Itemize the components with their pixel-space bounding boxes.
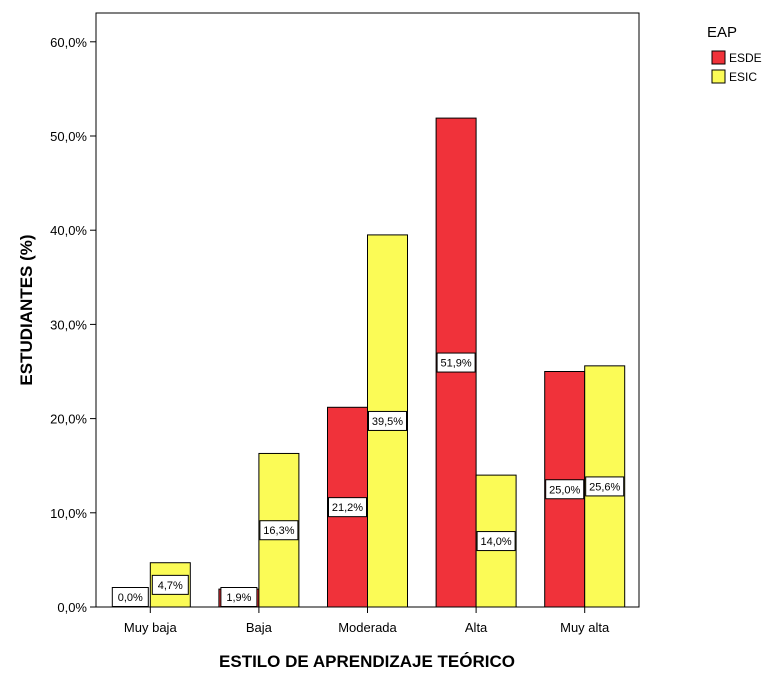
data-label-box bbox=[545, 479, 585, 500]
data-label-box bbox=[151, 574, 189, 595]
x-tick-label: Baja bbox=[246, 620, 273, 635]
data-label-text: 39,5% bbox=[372, 416, 403, 428]
data-label-text: 51,9% bbox=[440, 358, 471, 370]
data-label-text: 0,0% bbox=[118, 592, 143, 604]
y-tick-label: 20,0% bbox=[50, 412, 87, 427]
x-tick-label: Muy alta bbox=[560, 620, 610, 635]
data-label: 25,0% bbox=[545, 479, 585, 500]
y-axis-title: ESTUDIANTES (%) bbox=[17, 234, 36, 385]
x-axis-title: ESTILO DE APRENDIZAJE TEÓRICO bbox=[219, 652, 515, 671]
legend-swatch-esde bbox=[711, 50, 726, 65]
y-tick-label: 40,0% bbox=[50, 223, 87, 238]
data-label: 21,2% bbox=[328, 497, 367, 518]
data-label: 25,6% bbox=[585, 476, 625, 497]
legend-label-esde: ESDE bbox=[729, 51, 762, 65]
x-tick-label: Muy baja bbox=[124, 620, 178, 635]
data-label: 51,9% bbox=[436, 352, 476, 373]
y-tick-label: 30,0% bbox=[50, 317, 87, 332]
y-tick-label: 50,0% bbox=[50, 129, 87, 144]
data-label-text: 25,0% bbox=[549, 484, 580, 496]
x-axis: Muy baja Baja Moderada Alta Muy alta bbox=[124, 607, 610, 635]
data-label-text: 25,6% bbox=[589, 481, 620, 493]
legend-label-esic: ESIC bbox=[729, 70, 757, 84]
legend-item-esic: ESIC bbox=[711, 69, 757, 84]
data-label-box bbox=[328, 497, 367, 518]
data-label-text: 4,7% bbox=[158, 580, 183, 592]
data-label: 39,5% bbox=[368, 410, 407, 431]
y-tick-label: 60,0% bbox=[50, 35, 87, 50]
data-label-text: 1,9% bbox=[226, 592, 251, 604]
data-label-box bbox=[259, 520, 299, 541]
plot-area: 0,0% 10,0% 20,0% 30,0% 40,0% 50,0% 60,0% Muy b… bbox=[50, 12, 640, 635]
legend-item-esde: ESDE bbox=[711, 50, 762, 65]
data-label: 4,7% bbox=[151, 574, 189, 595]
y-tick-label: 0,0% bbox=[57, 600, 87, 615]
y-tick-label: 10,0% bbox=[50, 506, 87, 521]
legend: EAP ESDE ESIC bbox=[707, 24, 762, 84]
data-label: 14,0% bbox=[476, 531, 516, 552]
x-tick-label: Moderada bbox=[338, 620, 397, 635]
bars bbox=[149, 117, 626, 608]
data-label-box bbox=[220, 587, 258, 607]
data-label-box bbox=[476, 531, 516, 552]
legend-swatch-esic bbox=[711, 69, 726, 84]
x-tick-label: Alta bbox=[465, 620, 488, 635]
y-axis: 0,0% 10,0% 20,0% 30,0% 40,0% 50,0% 60,0% bbox=[50, 35, 96, 615]
data-label: 16,3% bbox=[259, 520, 299, 541]
data-label-box bbox=[436, 352, 476, 373]
data-label-box bbox=[368, 410, 407, 431]
data-labels: 0,0% 4,7% 1,9% 16,3% 21,2% 39,5% 51,9% 14,0% 25,… bbox=[111, 352, 625, 607]
legend-title: EAP bbox=[707, 24, 737, 41]
data-label-box bbox=[111, 587, 149, 607]
data-label-text: 21,2% bbox=[332, 502, 363, 514]
data-label-text: 14,0% bbox=[480, 536, 511, 548]
data-label-box bbox=[585, 476, 625, 497]
data-label-text: 16,3% bbox=[263, 525, 294, 537]
data-label: 1,9% bbox=[220, 587, 258, 607]
data-label: 0,0% bbox=[111, 587, 149, 607]
